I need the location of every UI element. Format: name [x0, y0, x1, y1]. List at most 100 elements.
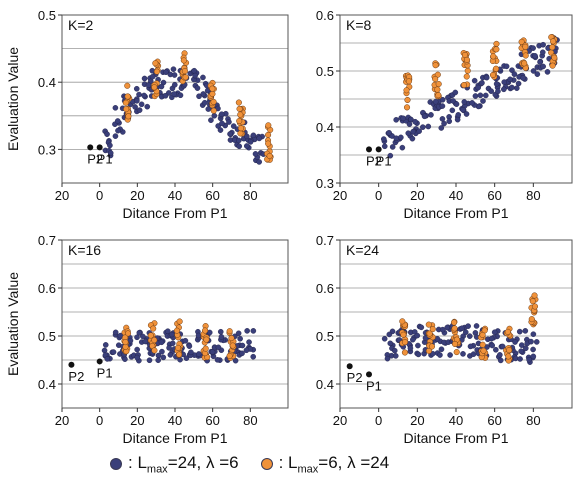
point-p1: [366, 371, 372, 378]
data-point-blue: [438, 125, 445, 131]
x-tick-label: 60: [205, 188, 219, 203]
data-point-blue: [387, 152, 394, 159]
data-point-blue: [380, 136, 387, 142]
data-point-blue: [217, 127, 224, 133]
data-point-blue: [537, 59, 543, 65]
data-point-orange: [493, 40, 500, 47]
data-point-blue: [191, 67, 198, 74]
data-point-orange: [479, 341, 486, 348]
data-point-orange: [152, 60, 159, 67]
data-point-blue: [141, 75, 148, 82]
data-point-orange: [404, 96, 411, 104]
data-point-blue: [218, 334, 225, 340]
data-point-blue: [169, 340, 176, 347]
data-point-blue: [149, 73, 156, 80]
data-point-orange: [429, 326, 436, 333]
data-point-orange: [181, 68, 188, 75]
x-tick-label: 0: [375, 188, 382, 203]
x-tick-label: 20: [55, 188, 69, 203]
x-tick-label: 20: [130, 188, 144, 203]
data-point-blue: [142, 338, 149, 345]
data-point-blue: [518, 348, 524, 354]
data-point-blue: [393, 117, 399, 123]
data-point-blue: [461, 99, 468, 105]
data-point-orange: [432, 76, 439, 83]
data-point-blue: [439, 96, 446, 103]
data-point-blue: [497, 352, 503, 358]
data-point-blue: [226, 119, 232, 125]
data-point-orange: [551, 54, 558, 61]
data-point-orange: [209, 85, 216, 92]
data-point-blue: [134, 334, 140, 341]
data-point-orange: [182, 74, 189, 81]
data-point-orange: [203, 336, 210, 343]
chart-panel-k8: 0.3 0.4 0.5 0.6 20 0 20 40 60 80 Ditance From P1 K=…: [316, 8, 573, 221]
data-point-blue: [183, 355, 190, 362]
data-point-blue: [450, 98, 456, 104]
point-label-p1: P1: [366, 378, 382, 393]
data-point-orange: [549, 44, 556, 51]
legend-marker-orange: [260, 457, 273, 470]
data-point-blue: [472, 93, 479, 99]
data-point-blue: [446, 118, 453, 125]
data-point-blue: [439, 103, 446, 109]
y-tick-label: 0.3: [38, 142, 56, 157]
data-point-orange: [521, 60, 528, 67]
data-point-orange: [435, 80, 442, 88]
panel-label: K=24: [346, 242, 379, 258]
data-point-blue: [415, 342, 421, 349]
data-point-blue: [410, 336, 416, 343]
data-point-blue: [455, 112, 462, 118]
data-point-orange: [531, 292, 538, 299]
data-point-blue: [530, 331, 537, 337]
data-point-orange: [506, 347, 513, 354]
data-point-orange: [531, 303, 538, 310]
data-point-blue: [102, 342, 109, 348]
y-tick-label: 0.4: [38, 377, 56, 392]
data-point-blue: [466, 333, 473, 339]
data-point-blue: [163, 69, 169, 75]
data-point-orange: [265, 140, 272, 147]
data-point-orange: [175, 344, 182, 351]
data-point-orange: [435, 92, 442, 99]
data-point-orange: [237, 125, 245, 132]
data-point-blue: [540, 41, 546, 48]
data-point-orange: [399, 318, 406, 325]
data-point-orange: [226, 328, 233, 335]
data-point-blue: [509, 84, 515, 91]
data-point-blue: [244, 328, 250, 334]
data-point-blue: [495, 88, 501, 95]
data-point-blue: [497, 357, 504, 364]
point-p2: [87, 144, 94, 151]
data-point-blue: [522, 328, 529, 334]
data-point-orange: [124, 330, 132, 337]
data-point-blue: [170, 66, 177, 72]
data-point-blue: [493, 346, 499, 353]
data-point-blue: [171, 72, 178, 78]
data-point-orange: [122, 339, 129, 346]
data-point-orange: [265, 131, 272, 138]
data-point-blue: [477, 92, 484, 99]
data-point-blue: [441, 120, 447, 127]
data-point-blue: [410, 128, 416, 135]
data-point-blue: [256, 159, 262, 165]
data-point-blue: [134, 98, 140, 104]
data-point-orange: [400, 331, 407, 338]
data-point-orange: [176, 351, 183, 358]
data-point-orange: [464, 67, 471, 74]
data-point-blue: [480, 98, 486, 104]
data-point-blue: [534, 71, 541, 77]
data-point-orange: [202, 345, 209, 352]
x-tick-label: 60: [487, 188, 501, 203]
data-point-blue: [381, 335, 388, 342]
data-point-blue: [540, 63, 546, 70]
point-p1: [96, 358, 103, 365]
data-point-orange: [451, 319, 458, 326]
data-point-blue: [145, 82, 152, 88]
data-point-blue: [512, 339, 518, 345]
y-tick-label: 0.4: [316, 120, 334, 135]
data-point-blue: [454, 116, 461, 123]
data-point-blue: [528, 338, 534, 345]
data-point-blue: [416, 128, 422, 134]
data-point-blue: [256, 135, 263, 142]
